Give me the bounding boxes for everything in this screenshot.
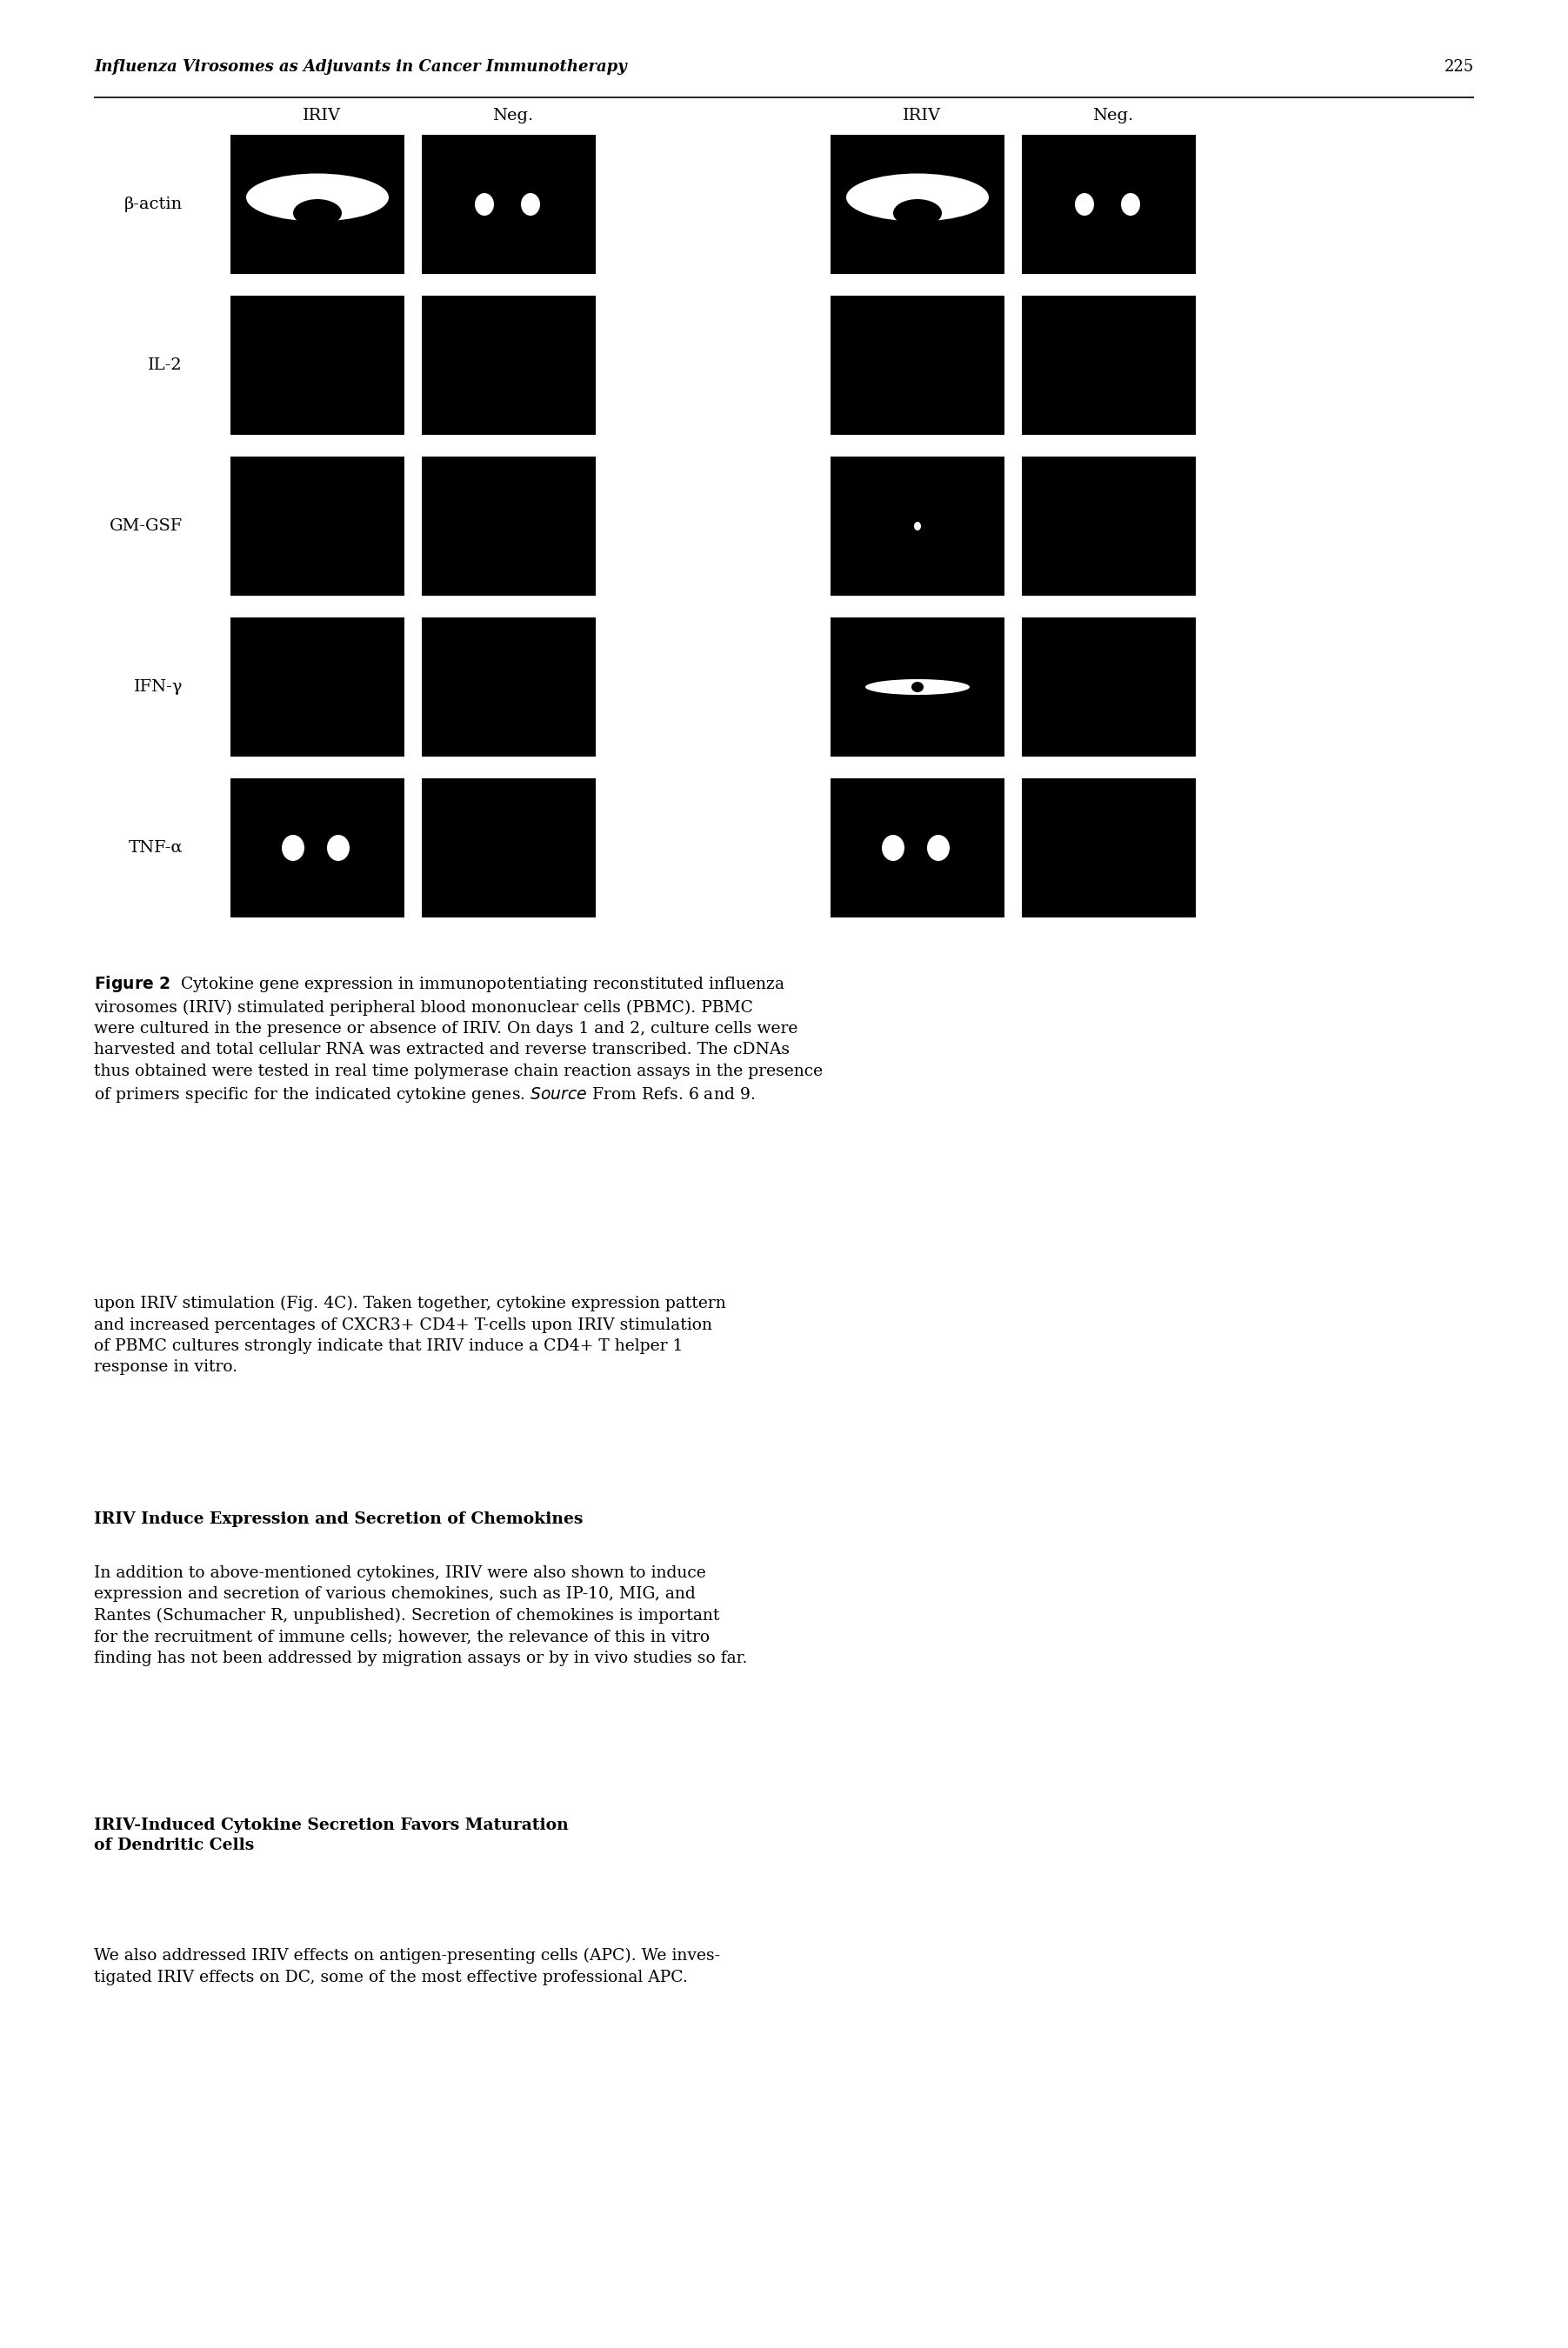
Text: TNF-α: TNF-α — [129, 841, 182, 855]
Ellipse shape — [894, 200, 942, 228]
Bar — [230, 296, 405, 434]
Ellipse shape — [282, 836, 304, 862]
Text: IRIV-Induced Cytokine Secretion Favors Maturation
of Dendritic Cells: IRIV-Induced Cytokine Secretion Favors M… — [94, 1817, 569, 1853]
Text: IL-2: IL-2 — [147, 357, 182, 373]
Bar — [1022, 456, 1196, 596]
Bar — [1022, 777, 1196, 918]
Text: In addition to above-mentioned cytokines, IRIV were also shown to induce
express: In addition to above-mentioned cytokines… — [94, 1566, 748, 1665]
Text: Neg.: Neg. — [1093, 108, 1134, 124]
Bar — [422, 618, 596, 756]
Bar — [1022, 618, 1196, 756]
Ellipse shape — [847, 174, 989, 221]
Bar — [831, 134, 1005, 275]
Text: upon IRIV stimulation (Fig. 4C). Taken together, cytokine expression pattern
and: upon IRIV stimulation (Fig. 4C). Taken t… — [94, 1296, 726, 1376]
Text: $\mathbf{Figure\ 2}$  Cytokine gene expression in immunopotentiating reconstitut: $\mathbf{Figure\ 2}$ Cytokine gene expre… — [94, 974, 823, 1104]
Bar — [1022, 134, 1196, 275]
Bar — [831, 777, 1005, 918]
Text: GM-GSF: GM-GSF — [110, 519, 182, 533]
Bar — [1022, 296, 1196, 434]
Text: Influenza Virosomes as Adjuvants in Cancer Immunotherapy: Influenza Virosomes as Adjuvants in Canc… — [94, 59, 627, 75]
Bar — [230, 777, 405, 918]
Bar — [422, 456, 596, 596]
Ellipse shape — [881, 836, 905, 862]
Ellipse shape — [521, 193, 539, 216]
Bar — [831, 618, 1005, 756]
Text: IRIV: IRIV — [303, 108, 340, 124]
Text: IRIV Induce Expression and Secretion of Chemokines: IRIV Induce Expression and Secretion of … — [94, 1512, 583, 1529]
Text: IFN-γ: IFN-γ — [133, 679, 182, 695]
Text: Neg.: Neg. — [492, 108, 533, 124]
Text: We also addressed IRIV effects on antigen-presenting cells (APC). We inves-
tiga: We also addressed IRIV effects on antige… — [94, 1949, 720, 1984]
Bar — [230, 618, 405, 756]
Bar — [831, 296, 1005, 434]
Text: day 2: day 2 — [898, 139, 946, 155]
Bar — [422, 777, 596, 918]
Ellipse shape — [1121, 193, 1140, 216]
Text: day 1: day 1 — [298, 139, 345, 155]
Ellipse shape — [293, 200, 342, 228]
Ellipse shape — [866, 679, 969, 695]
Text: day 2: day 2 — [1090, 139, 1137, 155]
Ellipse shape — [328, 836, 350, 862]
Bar — [422, 296, 596, 434]
Text: β-actin: β-actin — [124, 197, 182, 211]
Text: IRIV: IRIV — [903, 108, 941, 124]
Bar — [831, 456, 1005, 596]
Ellipse shape — [911, 681, 924, 693]
Text: day 1: day 1 — [489, 139, 536, 155]
Text: 225: 225 — [1444, 59, 1474, 75]
Ellipse shape — [475, 193, 494, 216]
Ellipse shape — [914, 521, 920, 531]
Bar — [230, 456, 405, 596]
Bar — [230, 134, 405, 275]
Ellipse shape — [1076, 193, 1094, 216]
Ellipse shape — [927, 836, 950, 862]
Ellipse shape — [246, 174, 389, 221]
Bar — [422, 134, 596, 275]
